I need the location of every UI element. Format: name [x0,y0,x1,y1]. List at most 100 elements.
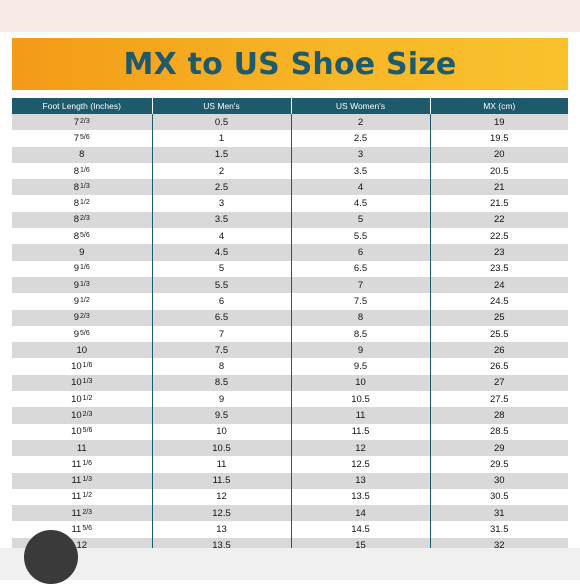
us-women-cell: 6.5 [291,260,431,277]
table-row: 81/2 3 4.5 21.5 [12,195,568,212]
foot-length-whole: 8 [79,149,85,161]
foot-length-whole: 11 [71,475,82,487]
table-row: 112/3 12.5 14 31 [12,505,568,522]
us-women-cell: 8.5 [291,325,431,343]
mx-cm-cell: 28.5 [430,423,568,440]
mx-cm-cell: 24 [430,276,568,294]
avatar [24,530,78,584]
table-row: 8 1.5 3 20 [12,146,568,163]
mx-cm-cell: 25.5 [430,325,568,343]
us-men-cell: 6.5 [152,309,292,326]
foot-length-whole: 9 [79,247,85,259]
foot-length-fraction: 2/3 [82,410,93,418]
foot-length-cell: 111/3 [12,472,153,489]
foot-length-whole: 12 [76,540,88,552]
us-women-cell: 2.5 [291,130,431,147]
mx-cm-cell: 21.5 [430,195,568,212]
foot-length-whole: 8 [73,165,80,177]
table-row: 115/6 13 14.5 31.5 [12,521,568,538]
us-men-cell: 3.5 [152,211,292,229]
us-women-cell: 9 [291,342,431,359]
foot-length-whole: 11 [71,458,82,470]
us-men-cell: 4 [152,228,292,245]
foot-length-whole: 7 [73,116,80,128]
header-foot-length: Foot Length (Inches) [12,98,153,114]
mx-cm-cell: 20 [430,146,568,163]
us-women-cell: 4 [291,179,431,196]
us-women-cell: 7.5 [291,293,431,310]
foot-length-fraction: 5/6 [80,231,90,239]
foot-length-cell: 101/6 [12,358,153,375]
foot-length-fraction: 2/3 [80,313,90,321]
title-banner: MX to US Shoe Size [12,38,568,90]
foot-length-cell: 91/6 [12,260,153,277]
us-women-cell: 4.5 [291,195,431,212]
foot-length-cell: 8 [12,146,153,163]
table-row: 82/3 3.5 5 22 [12,211,568,229]
foot-length-fraction: 1/3 [80,280,90,288]
us-men-cell: 8.5 [152,374,292,392]
foot-length-cell: 81/3 [12,179,153,196]
us-men-cell: 5 [152,260,292,277]
foot-length-whole: 9 [73,312,80,324]
us-men-cell: 11 [152,456,292,473]
us-women-cell: 3 [291,146,431,163]
foot-length-whole: 10 [71,426,82,438]
table-row: 75/6 1 2.5 19.5 [12,130,568,147]
us-men-cell: 6 [152,293,292,310]
us-women-cell: 3.5 [291,162,431,180]
table-row: 101/2 9 10.5 27.5 [12,391,568,408]
foot-length-cell: 11 [12,439,153,457]
mx-cm-cell: 22.5 [430,228,568,245]
us-women-cell: 10 [291,374,431,392]
us-women-cell: 5 [291,211,431,229]
header-mx-cm: MX (cm) [430,98,568,114]
page-title: MX to US Shoe Size [123,46,457,82]
us-women-cell: 14 [291,505,431,522]
mx-cm-cell: 30.5 [430,488,568,506]
us-women-cell: 12 [291,439,431,457]
foot-length-cell: 92/3 [12,309,153,326]
us-men-cell: 12 [152,488,292,506]
foot-length-fraction: 5/6 [80,329,90,337]
foot-length-cell: 91/2 [12,293,153,310]
us-women-cell: 12.5 [291,456,431,473]
us-women-cell: 10.5 [291,391,431,408]
table-row: 72/3 0.5 2 19 [12,114,568,131]
foot-length-fraction: 1/6 [82,459,93,467]
foot-length-whole: 10 [76,344,88,356]
foot-length-whole: 10 [71,393,82,405]
table-row: 91/6 5 6.5 23.5 [12,260,568,277]
foot-length-fraction: 5/6 [82,525,93,533]
foot-length-fraction: 2/3 [82,508,93,516]
mx-cm-cell: 21 [430,179,568,196]
table-row: 9 4.5 6 23 [12,244,568,261]
mx-cm-cell: 19 [430,114,568,131]
us-women-cell: 2 [291,114,431,131]
foot-length-cell: 105/6 [12,423,153,440]
us-men-cell: 1.5 [152,146,292,163]
mx-cm-cell: 26 [430,342,568,359]
foot-length-cell: 101/3 [12,374,153,392]
foot-length-fraction: 2/3 [80,215,90,223]
us-men-cell: 4.5 [152,244,292,261]
foot-length-cell: 112/3 [12,505,153,522]
us-men-cell: 3 [152,195,292,212]
foot-length-cell: 102/3 [12,407,153,424]
table-row: 102/3 9.5 11 28 [12,407,568,424]
us-men-cell: 10 [152,423,292,440]
foot-length-cell: 9 [12,244,153,261]
foot-length-cell: 85/6 [12,228,153,245]
foot-length-whole: 8 [73,230,80,242]
mx-cm-cell: 19.5 [430,130,568,147]
table-row: 91/2 6 7.5 24.5 [12,293,568,310]
us-women-cell: 5.5 [291,228,431,245]
mx-cm-cell: 30 [430,472,568,489]
foot-length-cell: 111/2 [12,488,153,506]
table-row: 101/3 8.5 10 27 [12,374,568,392]
us-men-cell: 5.5 [152,276,292,294]
foot-length-fraction: 1/2 [80,199,90,207]
us-men-cell: 11.5 [152,472,292,489]
foot-length-fraction: 1/2 [80,296,90,304]
us-men-cell: 10.5 [152,439,292,457]
